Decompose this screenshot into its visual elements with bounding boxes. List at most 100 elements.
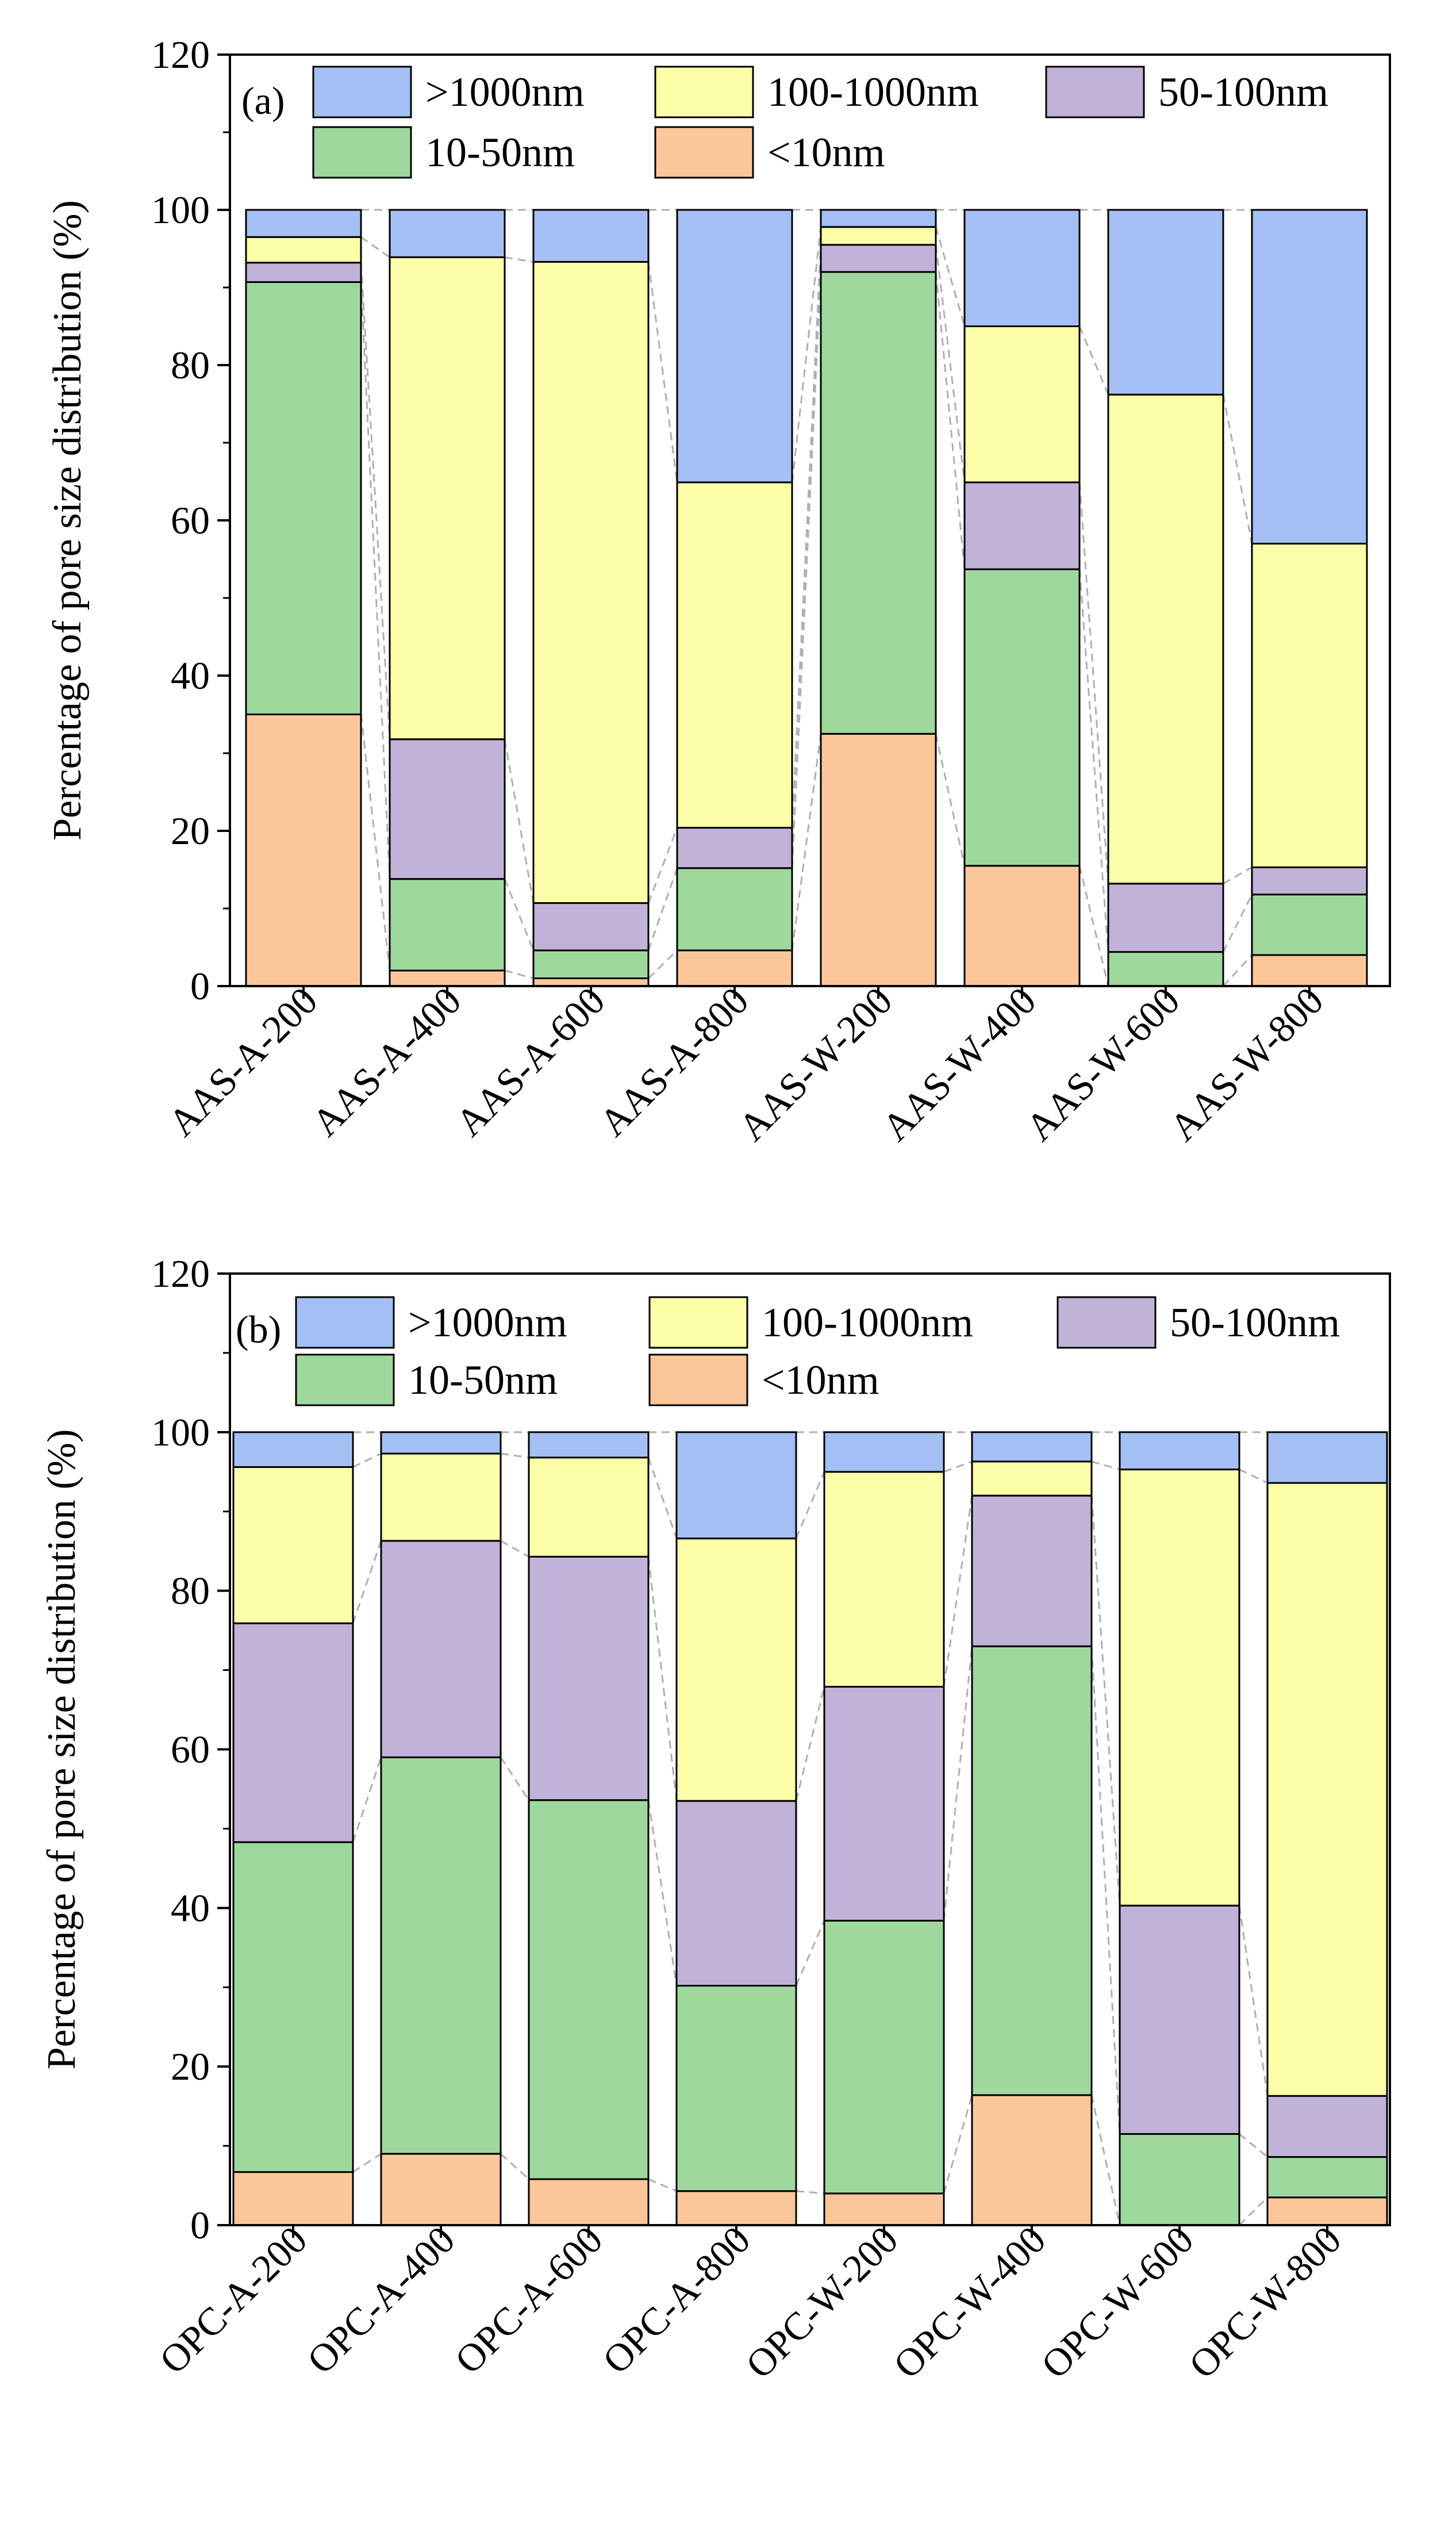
connector-b-5-4	[1091, 1460, 1120, 1471]
connector-b-2-2	[647, 1800, 678, 1986]
bar-a-aas-a-600-lt10nm	[532, 977, 650, 987]
connector-b-5-1	[1090, 2095, 1121, 2226]
y-tick-label-b-2: 40	[171, 1886, 210, 1930]
bar-a-aas-a-200-50-100nm	[245, 262, 362, 283]
connector-b-4-4	[943, 1460, 973, 1473]
legend-swatch-a-gt1000nm	[312, 66, 412, 118]
bar-b-opc-a-800-100-1000nm	[675, 1537, 797, 1802]
connector-a-6-4	[1222, 394, 1253, 544]
panel-label-a: (a)	[241, 79, 285, 122]
bar-b-opc-a-600-lt10nm	[528, 2178, 650, 2226]
bar-a-aas-a-200-gt1000nm	[245, 209, 362, 238]
bar-b-opc-w-800-50-100nm	[1266, 2095, 1388, 2158]
connector-a-4-4	[935, 227, 966, 327]
legend-swatch-b-50-100nm	[1057, 1296, 1157, 1349]
bar-b-opc-a-600-100-1000nm	[528, 1456, 650, 1558]
bar-b-opc-w-200-50-100nm	[823, 1686, 945, 1922]
bar-b-opc-w-600-gt1000nm	[1119, 1431, 1240, 1471]
connector-a-0-3	[360, 262, 391, 739]
bar-a-aas-w-400-gt1000nm	[963, 209, 1081, 327]
legend-label-a-10-50nm: 10-50nm	[425, 129, 575, 175]
bar-a-aas-w-400-lt10nm	[963, 865, 1081, 987]
bar-b-opc-a-600-gt1000nm	[528, 1431, 650, 1459]
bar-a-aas-a-600-10-50nm	[532, 949, 650, 980]
bar-b-opc-a-200-50-100nm	[232, 1622, 354, 1843]
bar-a-aas-w-400-10-50nm	[963, 568, 1081, 867]
connector-a-6-2	[1222, 894, 1253, 953]
connector-a-1-4	[504, 256, 534, 263]
connector-b-1-4	[500, 1452, 529, 1459]
connector-b-0-2	[352, 1757, 382, 1843]
connector-b-0-4	[352, 1452, 382, 1468]
bar-b-opc-a-200-10-50nm	[232, 1841, 354, 2173]
connector-b-3-4	[795, 1471, 825, 1539]
bar-a-aas-a-200-100-1000nm	[245, 236, 362, 264]
bar-a-aas-w-200-lt10nm	[820, 733, 937, 987]
bar-a-aas-w-200-gt1000nm	[820, 209, 937, 228]
bar-a-aas-w-600-50-100nm	[1107, 883, 1224, 953]
y-tick-label-a-2: 40	[171, 654, 210, 697]
bar-a-aas-a-800-lt10nm	[676, 949, 793, 987]
bar-a-aas-w-800-50-100nm	[1251, 866, 1368, 896]
connector-a-5-3	[1078, 482, 1109, 884]
legend-swatch-a-50-100nm	[1045, 66, 1145, 118]
bar-b-opc-a-400-100-1000nm	[380, 1452, 502, 1542]
connector-b-6-2	[1239, 2133, 1268, 2158]
y-tick-label-b-5: 100	[151, 1410, 210, 1454]
bar-a-aas-w-600-100-1000nm	[1107, 393, 1224, 885]
connector-a-4-1	[935, 733, 966, 866]
bar-b-opc-a-400-lt10nm	[380, 2153, 502, 2226]
bar-a-aas-a-600-50-100nm	[532, 902, 650, 952]
bar-a-aas-w-600-gt1000nm	[1107, 209, 1224, 396]
y-tick-label-a-3: 60	[171, 499, 210, 542]
bar-a-aas-a-800-100-1000nm	[676, 481, 793, 829]
bar-b-opc-w-400-gt1000nm	[971, 1431, 1093, 1463]
bar-b-opc-w-200-lt10nm	[823, 2192, 945, 2226]
bar-b-opc-a-400-50-100nm	[380, 1540, 502, 1758]
bar-a-aas-a-400-lt10nm	[389, 969, 506, 987]
bar-b-opc-a-200-gt1000nm	[232, 1431, 354, 1468]
y-tick-label-a-5: 100	[151, 188, 210, 232]
connector-a-3-3	[791, 244, 822, 828]
bar-b-opc-a-400-10-50nm	[380, 1756, 502, 2155]
bar-b-opc-w-800-lt10nm	[1266, 2196, 1388, 2226]
bar-b-opc-a-800-50-100nm	[675, 1800, 797, 1987]
connector-b-2-1	[648, 2178, 677, 2192]
connector-b-3-2	[795, 1920, 825, 1987]
bar-b-opc-w-200-100-1000nm	[823, 1471, 945, 1688]
bar-b-opc-a-800-lt10nm	[675, 2190, 797, 2226]
bar-b-opc-a-400-gt1000nm	[380, 1431, 502, 1455]
bar-b-opc-a-800-gt1000nm	[675, 1431, 797, 1540]
legend-label-b-50-100nm: 50-100nm	[1170, 1299, 1340, 1345]
connector-a-3-1	[791, 734, 822, 951]
connector-b-4-2	[943, 1646, 973, 1921]
bar-a-aas-w-800-10-50nm	[1251, 894, 1368, 956]
connector-a-6-1	[1222, 954, 1253, 987]
legend-swatch-a-lt10nm	[654, 126, 754, 179]
y-tick-label-b-4: 80	[171, 1569, 210, 1613]
y-tick-label-a-6: 120	[151, 33, 210, 76]
bar-b-opc-a-600-10-50nm	[528, 1799, 650, 2180]
bar-b-opc-a-200-lt10nm	[232, 2171, 354, 2226]
connector-a-1-3	[504, 739, 535, 903]
connector-a-0-2	[360, 282, 391, 879]
connector-b-1-3	[500, 1540, 529, 1558]
bar-a-aas-a-400-10-50nm	[389, 878, 506, 972]
bar-b-opc-w-600-100-1000nm	[1119, 1468, 1240, 1907]
legend-label-a-100-1000nm: 100-1000nm	[767, 69, 979, 115]
bar-b-opc-w-400-100-1000nm	[971, 1460, 1093, 1497]
bar-a-aas-a-800-10-50nm	[676, 867, 793, 952]
connector-a-5-1	[1078, 865, 1109, 987]
connector-b-6-3	[1238, 1905, 1269, 2096]
y-tick-label-a-0: 0	[190, 964, 210, 1008]
bar-a-aas-a-400-gt1000nm	[389, 209, 506, 258]
bar-a-aas-a-200-10-50nm	[245, 281, 362, 715]
bar-b-opc-w-800-10-50nm	[1266, 2156, 1388, 2199]
bar-b-opc-w-600-10-50nm	[1119, 2133, 1240, 2226]
connector-a-3-2	[791, 271, 822, 868]
legend-label-a-lt10nm: <10nm	[767, 129, 885, 175]
bar-a-aas-w-200-50-100nm	[820, 244, 937, 273]
y-tick-label-a-1: 20	[171, 809, 210, 853]
connector-a-6-3	[1223, 866, 1253, 885]
